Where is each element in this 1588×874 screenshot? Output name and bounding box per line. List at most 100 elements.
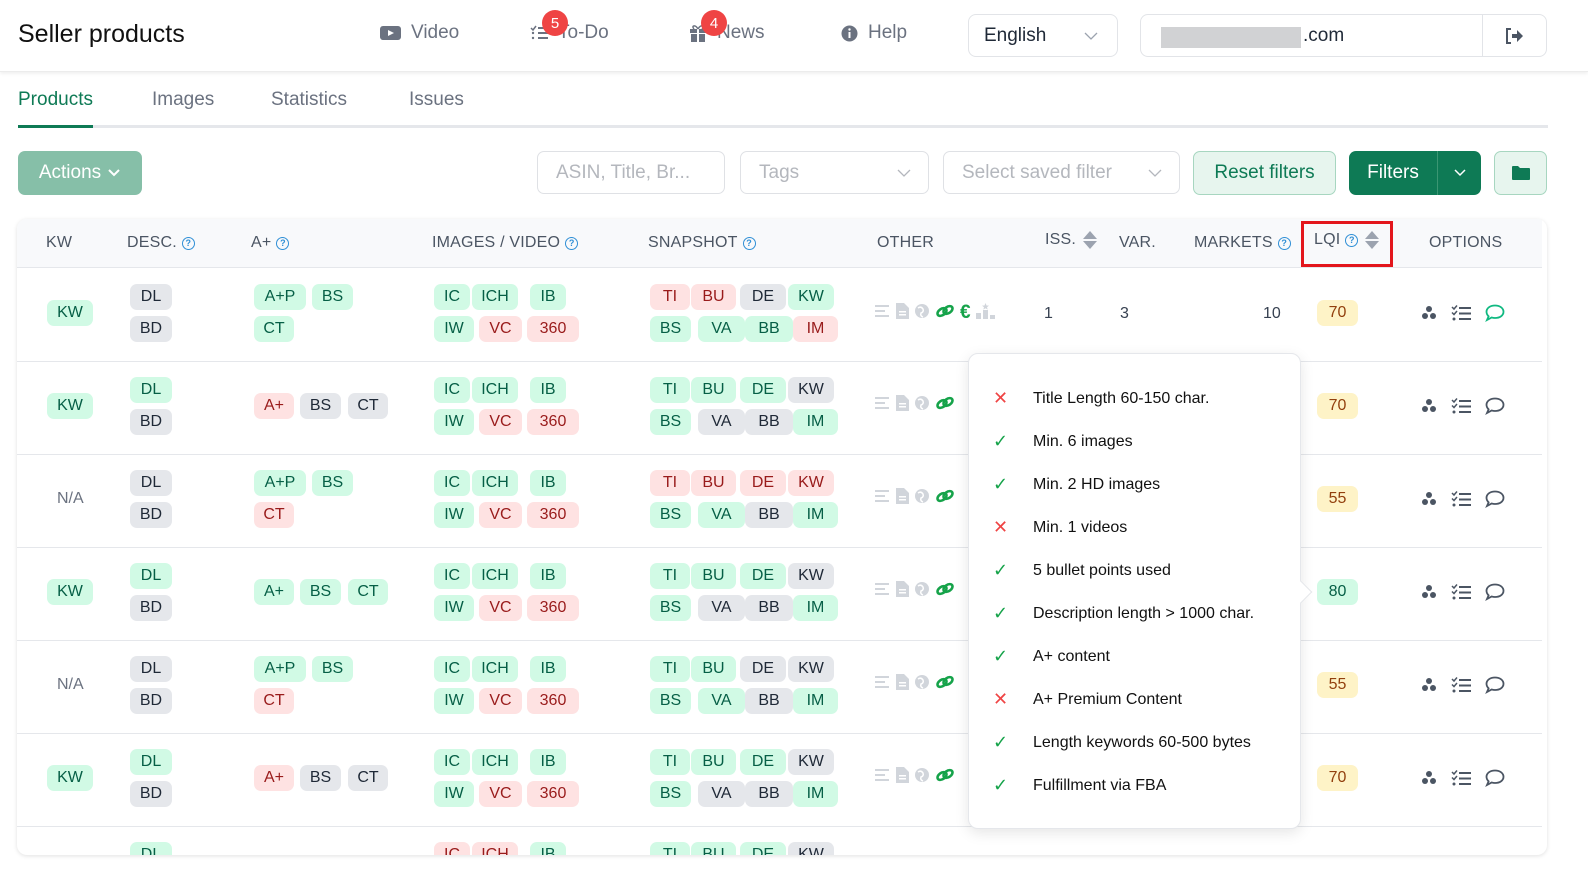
image-badge[interactable]: IB [530,284,566,310]
table-row[interactable]: DL IC ICH IB TI BU DE KW [17,827,1542,855]
markets-count[interactable]: 10 [1263,305,1281,322]
image-badge[interactable]: 360 [527,781,579,807]
snapshot-badge[interactable]: BS [650,688,691,714]
aplus-badge[interactable]: BS [312,470,353,496]
image-badge[interactable]: 360 [527,409,579,435]
snapshot-badge[interactable]: DE [740,749,786,775]
snapshot-badge[interactable]: BS [650,595,691,621]
variants-icon[interactable] [1421,398,1437,419]
tab-products[interactable]: Products [18,89,93,128]
image-badge[interactable]: VC [479,595,522,621]
lqi-score-badge[interactable]: 55 [1317,672,1358,698]
document-icon[interactable] [896,581,909,602]
rank-icon[interactable] [975,302,996,324]
snapshot-badge[interactable]: DE [740,377,786,403]
help-icon[interactable]: ? [742,236,756,250]
desc-badge[interactable]: DL [130,842,172,855]
globe-icon[interactable] [914,488,930,509]
snapshot-badge[interactable]: BB [745,502,793,528]
comment-icon[interactable] [1485,676,1505,699]
desc-badge[interactable]: DL [130,470,172,496]
tags-select[interactable]: Tags [740,151,929,194]
snapshot-badge[interactable]: KW [788,377,834,403]
aplus-badge[interactable]: CT [254,502,294,528]
image-badge[interactable]: VC [479,316,522,342]
link-icon[interactable] [935,581,955,602]
snapshot-badge[interactable]: TI [650,842,690,855]
image-badge[interactable]: IC [434,377,470,403]
desc-badge[interactable]: BD [130,595,172,621]
aplus-badge[interactable]: BS [312,656,353,682]
link-icon[interactable] [935,395,955,416]
image-badge[interactable]: VC [479,409,522,435]
image-badge[interactable]: 360 [527,502,579,528]
snapshot-badge[interactable]: IM [793,409,838,435]
aplus-badge[interactable]: CT [348,765,388,791]
aplus-badge[interactable]: BS [312,284,353,310]
image-badge[interactable]: IW [434,595,474,621]
help-icon[interactable]: ? [565,236,579,250]
snapshot-badge[interactable]: BS [650,502,691,528]
snapshot-badge[interactable]: IM [793,502,838,528]
globe-icon[interactable] [914,395,930,416]
globe-icon[interactable] [914,303,930,324]
link-icon[interactable] [935,767,955,788]
snapshot-badge[interactable]: BU [691,842,736,855]
table-row[interactable]: KW DL BD A+ BS CT IC ICH IB IW VC 360 TI BU DE KW BS VA BB… [17,734,1542,827]
snapshot-badge[interactable]: BU [691,377,736,403]
snapshot-badge[interactable]: TI [650,749,690,775]
snapshot-badge[interactable]: BB [745,409,793,435]
aplus-badge[interactable]: CT [348,579,388,605]
image-badge[interactable]: ICH [472,563,518,589]
snapshot-badge[interactable]: IM [793,316,838,342]
aplus-badge[interactable]: CT [348,393,388,419]
bullet-lines-icon[interactable] [875,304,891,323]
snapshot-badge[interactable]: TI [650,656,690,682]
image-badge[interactable]: IC [434,842,470,855]
desc-badge[interactable]: DL [130,377,172,403]
col-iss[interactable]: ISS. [1045,231,1098,249]
checklist-icon[interactable] [1451,584,1471,605]
image-badge[interactable]: VC [479,781,522,807]
help-icon[interactable]: ? [276,236,290,250]
saved-filters-folder-button[interactable] [1494,151,1547,195]
link-icon[interactable] [935,674,955,695]
aplus-badge[interactable]: BS [300,765,341,791]
lqi-score-badge[interactable]: 70 [1317,300,1358,326]
globe-icon[interactable] [914,674,930,695]
image-badge[interactable]: ICH [472,842,518,855]
image-badge[interactable]: ICH [472,749,518,775]
desc-badge[interactable]: DL [130,749,172,775]
image-badge[interactable]: IW [434,502,474,528]
snapshot-badge[interactable]: BU [691,563,736,589]
bullet-lines-icon[interactable] [875,489,891,508]
image-badge[interactable]: ICH [472,284,518,310]
image-badge[interactable]: IW [434,409,474,435]
sort-icon[interactable] [1365,231,1380,249]
image-badge[interactable]: ICH [472,656,518,682]
variants-icon[interactable] [1421,491,1437,512]
comment-icon[interactable] [1485,304,1505,327]
snapshot-badge[interactable]: VA [698,502,745,528]
image-badge[interactable]: IB [530,842,566,855]
desc-badge[interactable]: DL [130,563,172,589]
snapshot-badge[interactable]: KW [788,563,834,589]
snapshot-badge[interactable]: BS [650,409,691,435]
tab-images[interactable]: Images [152,89,215,110]
comment-icon[interactable] [1485,397,1505,420]
snapshot-badge[interactable]: BU [691,749,736,775]
snapshot-badge[interactable]: TI [650,470,690,496]
aplus-badge[interactable]: A+ [254,765,294,791]
tab-statistics[interactable]: Statistics [271,89,348,110]
bullet-lines-icon[interactable] [875,768,891,787]
image-badge[interactable]: IW [434,316,474,342]
snapshot-badge[interactable]: DE [740,563,786,589]
col-lqi[interactable]: LQI? [1314,231,1380,249]
image-badge[interactable]: IW [434,688,474,714]
tab-issues[interactable]: Issues [409,89,464,110]
snapshot-badge[interactable]: BB [745,688,793,714]
globe-icon[interactable] [914,581,930,602]
kw-badge[interactable]: KW [47,579,93,605]
bullet-lines-icon[interactable] [875,396,891,415]
actions-button[interactable]: Actions [18,151,142,195]
